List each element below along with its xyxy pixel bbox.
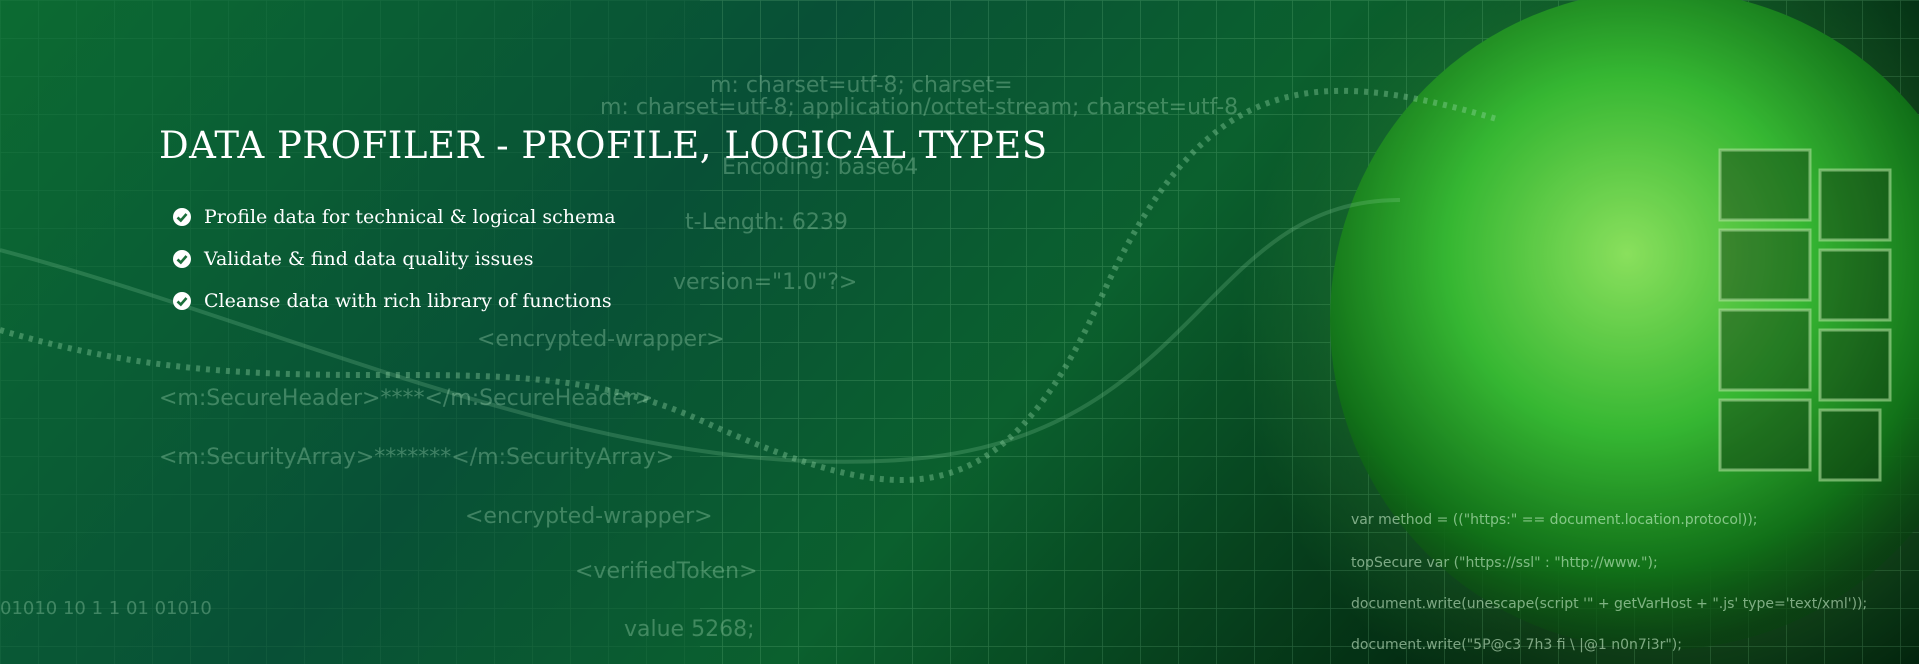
background-code-text: t-Length: 6239 bbox=[685, 210, 848, 235]
background-code-text: 01010 10 1 1 01 01010 bbox=[0, 598, 212, 619]
background-code-text: <verifiedToken> bbox=[575, 559, 758, 584]
background-code-text: value 5268; bbox=[624, 617, 755, 642]
feature-list: Profile data for technical & logical sch… bbox=[172, 196, 616, 322]
background-code-text: <m:SecurityArray>*******</m:SecurityArra… bbox=[159, 445, 674, 470]
check-icon bbox=[173, 250, 191, 268]
background-code-text: topSecure var ("https://ssl" : "http://w… bbox=[1351, 555, 1658, 571]
feature-text: Validate & find data quality issues bbox=[204, 248, 534, 270]
check-icon bbox=[173, 208, 191, 226]
banner-title: DATA PROFILER - PROFILE, LOGICAL TYPES bbox=[159, 124, 1048, 167]
background-code-text: Encoding: base64 bbox=[722, 155, 918, 180]
feature-item: Profile data for technical & logical sch… bbox=[172, 196, 616, 238]
background-code-text: document.write("5P@c3 7h3 fi \ |@1 n0n7i… bbox=[1351, 637, 1682, 653]
background-code-text: var method = (("https:" == document.loca… bbox=[1351, 512, 1758, 528]
background-code-text: <encrypted-wrapper> bbox=[477, 327, 725, 352]
background-code-text: <m:SecureHeader>****</m:SecureHeader> bbox=[159, 386, 653, 411]
background-code-text: document.write(unescape(script '" + getV… bbox=[1351, 596, 1867, 612]
background-code-text: m: charset=utf-8; application/octet-stre… bbox=[600, 95, 1238, 120]
background-code-text: version="1.0"?> bbox=[673, 270, 857, 295]
background-code-text: m: charset=utf-8; charset= bbox=[710, 73, 1013, 98]
check-icon bbox=[173, 292, 191, 310]
feature-item: Cleanse data with rich library of functi… bbox=[172, 280, 616, 322]
feature-text: Cleanse data with rich library of functi… bbox=[204, 290, 612, 312]
background-code-text: <encrypted-wrapper> bbox=[465, 504, 713, 529]
feature-text: Profile data for technical & logical sch… bbox=[204, 206, 616, 228]
feature-item: Validate & find data quality issues bbox=[172, 238, 616, 280]
